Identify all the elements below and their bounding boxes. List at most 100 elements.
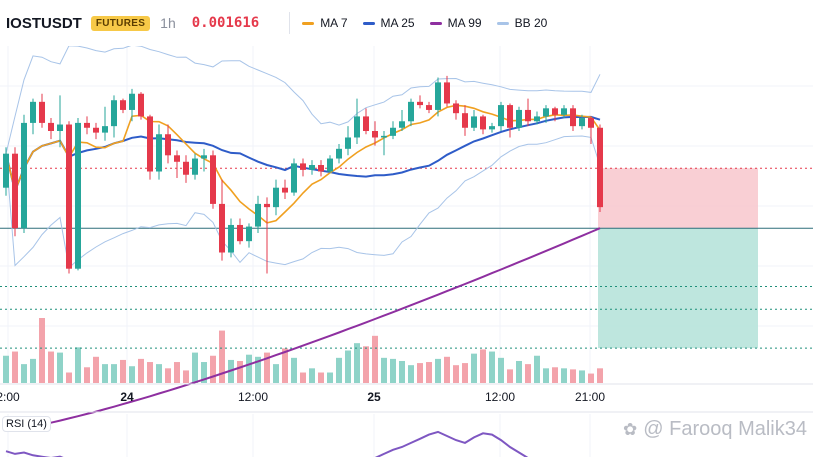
volume-bar (525, 364, 531, 383)
volume-bar (597, 368, 603, 383)
candle-body (561, 108, 567, 115)
candle (300, 158, 306, 177)
candle (111, 95, 117, 138)
candle-body (156, 134, 162, 172)
candle-body (480, 116, 486, 130)
volume-bar (435, 358, 441, 383)
volume-bar (336, 357, 342, 383)
candle-body (426, 105, 432, 110)
candle (102, 106, 108, 141)
candle (372, 121, 378, 146)
symbol-name[interactable]: IOSTUSDT (6, 14, 82, 32)
candle (273, 179, 279, 216)
candle-body (381, 135, 387, 138)
candle-body (390, 127, 396, 136)
interval-label[interactable]: 1h (160, 15, 176, 31)
price-chart[interactable]: 2:00 24 12:00 25 12:00 21:00 (0, 46, 813, 457)
candle (201, 148, 207, 172)
candle-body (201, 155, 207, 159)
candle (192, 153, 198, 180)
legend-ma7[interactable]: MA 7 (302, 16, 348, 30)
candle-body (345, 137, 351, 149)
volume-bar (246, 354, 252, 383)
volume-bar (201, 362, 207, 383)
volume-bar (462, 363, 468, 383)
candle-body (111, 100, 117, 127)
ma99-line (5, 227, 601, 432)
candle-body (408, 101, 414, 122)
candle-body (3, 153, 9, 188)
legend-label-ma99: MA 99 (447, 16, 482, 30)
legend-swatch-ma7 (302, 21, 315, 25)
position-zones (598, 168, 758, 349)
candle-body (174, 155, 180, 162)
candle-body (93, 127, 99, 133)
candle-body (291, 163, 297, 193)
legend-bb20[interactable]: BB 20 (496, 16, 547, 30)
volume-bar (93, 356, 99, 383)
candle-body (570, 108, 576, 127)
volume-bar (426, 362, 432, 383)
grid-lines (0, 46, 813, 457)
candle (453, 100, 459, 120)
candle (435, 77, 441, 117)
candle (327, 155, 333, 174)
candle-body (552, 108, 558, 115)
candle (471, 109, 477, 131)
bb-upper-line (5, 46, 601, 154)
volume-bar (129, 366, 135, 383)
volume-bar (390, 358, 396, 383)
volume-bar (111, 364, 117, 383)
candle-body (471, 116, 477, 128)
volume-bar (588, 373, 594, 383)
candle-body (498, 105, 504, 127)
candle-body (255, 203, 261, 227)
volume-bar (264, 352, 270, 383)
candle (39, 93, 45, 128)
candle (408, 98, 414, 127)
volume-bar (453, 365, 459, 383)
candle (363, 108, 369, 135)
candle-body (264, 203, 270, 208)
candle-body (48, 122, 54, 131)
volume-bar (408, 365, 414, 383)
rsi-pane (5, 430, 529, 457)
volume-bar (282, 348, 288, 383)
candle-body (66, 124, 72, 269)
volume-bar (471, 353, 477, 383)
candle-body (507, 105, 513, 128)
indicator-legend: MA 7 MA 25 MA 99 BB 20 (302, 16, 562, 30)
candle-body (309, 165, 315, 170)
candle-body (282, 187, 288, 193)
x-tick-label: 24 (120, 390, 134, 404)
volume-bar (489, 351, 495, 383)
volume-bar (3, 355, 9, 383)
volume-bar (12, 351, 18, 383)
candle-body (363, 116, 369, 131)
candle (84, 116, 90, 135)
candle (282, 179, 288, 200)
rsi-label[interactable]: RSI (14) (2, 416, 51, 432)
volume-bar (291, 357, 297, 383)
volume-bar (444, 356, 450, 383)
volume-bars (3, 318, 603, 383)
candle-body (300, 163, 306, 170)
candle (543, 105, 549, 123)
volume-bar (183, 370, 189, 383)
candle-body (210, 155, 216, 204)
volume-bar (57, 352, 63, 383)
candle (165, 124, 171, 164)
candle (345, 126, 351, 156)
candle (480, 114, 486, 135)
candle (156, 124, 162, 180)
legend-swatch-ma99 (429, 21, 442, 25)
candle (516, 106, 522, 131)
candle (579, 114, 585, 130)
legend-ma25[interactable]: MA 25 (362, 16, 415, 30)
volume-bar (399, 360, 405, 383)
candle-body (237, 224, 243, 242)
volume-bar (300, 372, 306, 383)
candle (498, 101, 504, 131)
candle (120, 98, 126, 114)
legend-ma99[interactable]: MA 99 (429, 16, 482, 30)
